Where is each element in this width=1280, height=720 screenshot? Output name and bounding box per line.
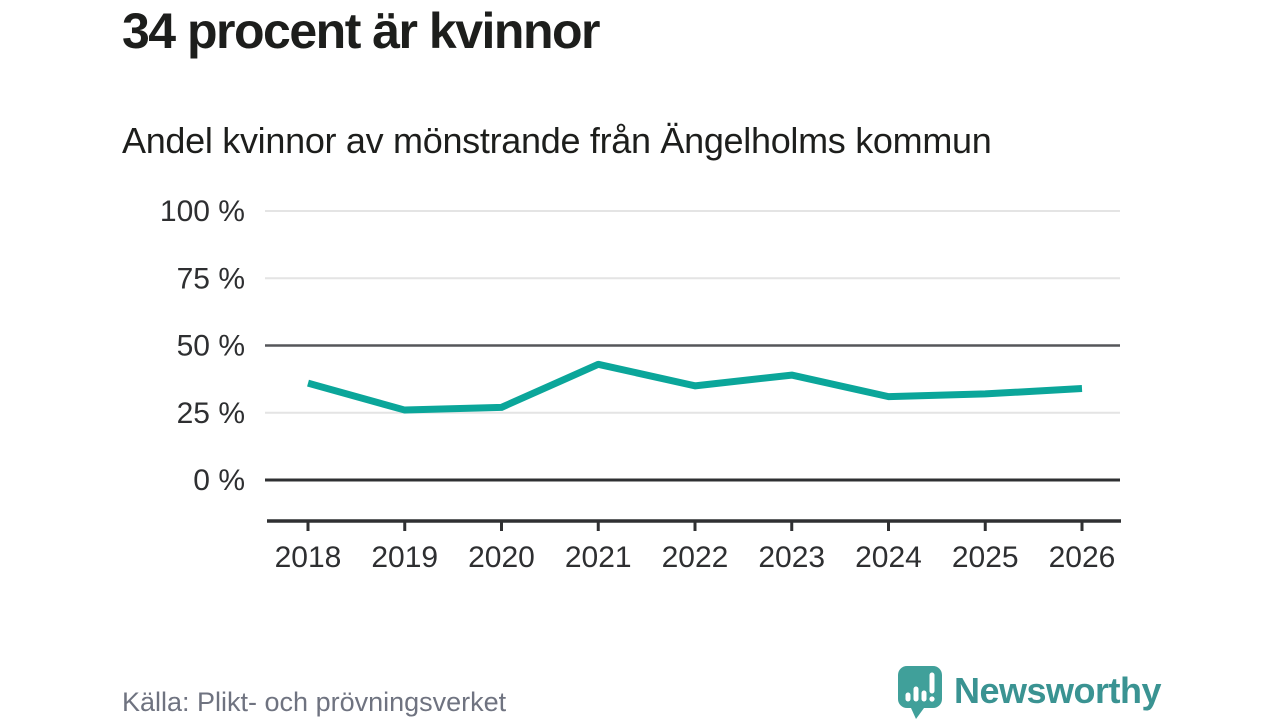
y-tick-label: 25 %: [177, 397, 245, 430]
y-tick-label: 100 %: [160, 195, 245, 228]
newsworthy-logo-icon: [898, 666, 942, 719]
logo-bubble-shape: [898, 666, 942, 719]
x-tick-label: 2023: [758, 541, 825, 574]
x-tick-label: 2026: [1049, 541, 1116, 574]
data-line-andel-kvinnor-av-m-nstrande: [307, 360, 1083, 414]
chart-subtitle: Andel kvinnor av mönstrande från Ängelho…: [122, 120, 992, 161]
y-tick-label: 75 %: [177, 262, 245, 295]
source-note: Källa: Plikt- och prövningsverket: [122, 687, 507, 717]
chart-title: 34 procent är kvinnor: [122, 3, 601, 59]
logo-exclamation-dot: [929, 696, 935, 702]
y-tick-label: 0 %: [193, 464, 245, 497]
brand-name: Newsworthy: [954, 670, 1162, 711]
x-tick-label: 2022: [662, 541, 729, 574]
x-tick-label: 2019: [371, 541, 438, 574]
x-tick-label: 2025: [952, 541, 1019, 574]
x-tick-label: 2018: [275, 541, 342, 574]
x-tick-label: 2020: [468, 541, 535, 574]
x-tick-label: 2021: [565, 541, 632, 574]
y-tick-label: 50 %: [177, 330, 245, 363]
brand: Newsworthy: [896, 664, 1166, 720]
x-tick-label: 2024: [855, 541, 922, 574]
